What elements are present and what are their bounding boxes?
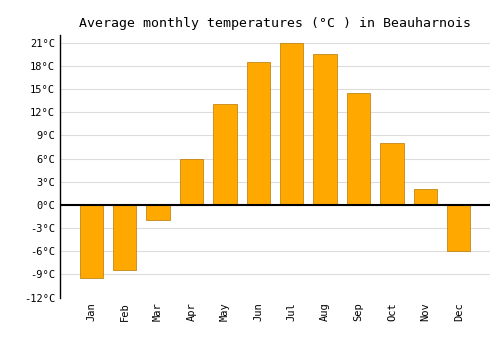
Bar <box>380 143 404 205</box>
Bar <box>314 54 337 205</box>
Bar <box>246 62 270 205</box>
Bar <box>213 105 236 205</box>
Bar <box>80 205 103 278</box>
Bar <box>347 93 370 205</box>
Bar <box>280 43 303 205</box>
Bar <box>447 205 470 251</box>
Bar <box>180 159 203 205</box>
Title: Average monthly temperatures (°C ) in Beauharnois: Average monthly temperatures (°C ) in Be… <box>79 17 471 30</box>
Bar <box>146 205 170 220</box>
Bar <box>113 205 136 271</box>
Bar <box>414 189 437 205</box>
